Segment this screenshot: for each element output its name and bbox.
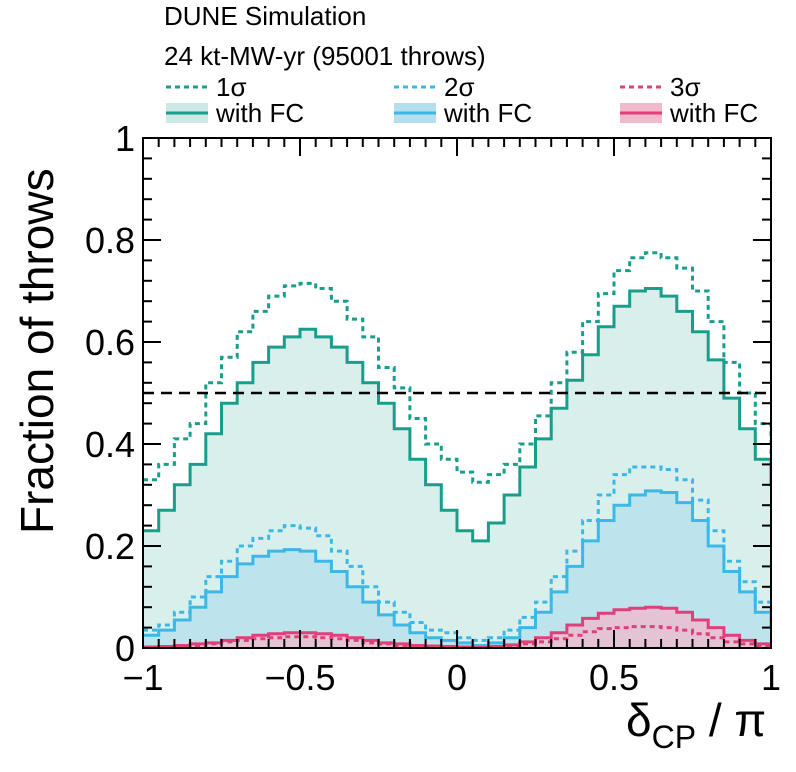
legend-label-3: with FC	[215, 98, 304, 128]
legend-label-2: 3σ	[670, 72, 701, 102]
y-tick-label: 0	[115, 628, 135, 669]
x-tick-label: −0.5	[264, 657, 335, 698]
x-axis-title-main: δ	[626, 694, 652, 746]
x-axis-title: δCP / π	[626, 694, 766, 755]
series-layer	[143, 251, 771, 648]
x-tick-label: 0.5	[589, 657, 639, 698]
x-axis-title-tail: / π	[696, 694, 766, 746]
x-tick-label: 1	[761, 657, 781, 698]
y-tick-label: 0.8	[85, 220, 135, 261]
chart-header-line2: 24 kt-MW-yr (95001 throws)	[164, 41, 486, 71]
x-axis-title-sub: CP	[652, 719, 696, 755]
legend-label-1: 2σ	[444, 72, 475, 102]
legend-label-5: with FC	[669, 98, 758, 128]
y-tick-label: 0.2	[85, 526, 135, 567]
x-tick-label: −1	[122, 657, 163, 698]
y-tick-label: 1	[115, 118, 135, 159]
legend-label-0: 1σ	[216, 72, 247, 102]
legend-label-4: with FC	[443, 98, 532, 128]
axis-tick-labels: −1 −0.5 0 0.5 1 0 0.2 0.4 0.6 0.8 1	[85, 118, 781, 698]
y-axis-title: Fraction of throws	[11, 168, 63, 534]
axis-ticks	[142, 137, 772, 649]
y-tick-label: 0.4	[85, 424, 135, 465]
y-tick-label: 0.6	[85, 322, 135, 363]
x-tick-label: 0	[447, 657, 467, 698]
series-line-2	[143, 489, 771, 647]
chart-header-line1: DUNE Simulation	[164, 1, 366, 31]
series-line-1	[143, 251, 771, 484]
series-line-0	[143, 287, 771, 543]
